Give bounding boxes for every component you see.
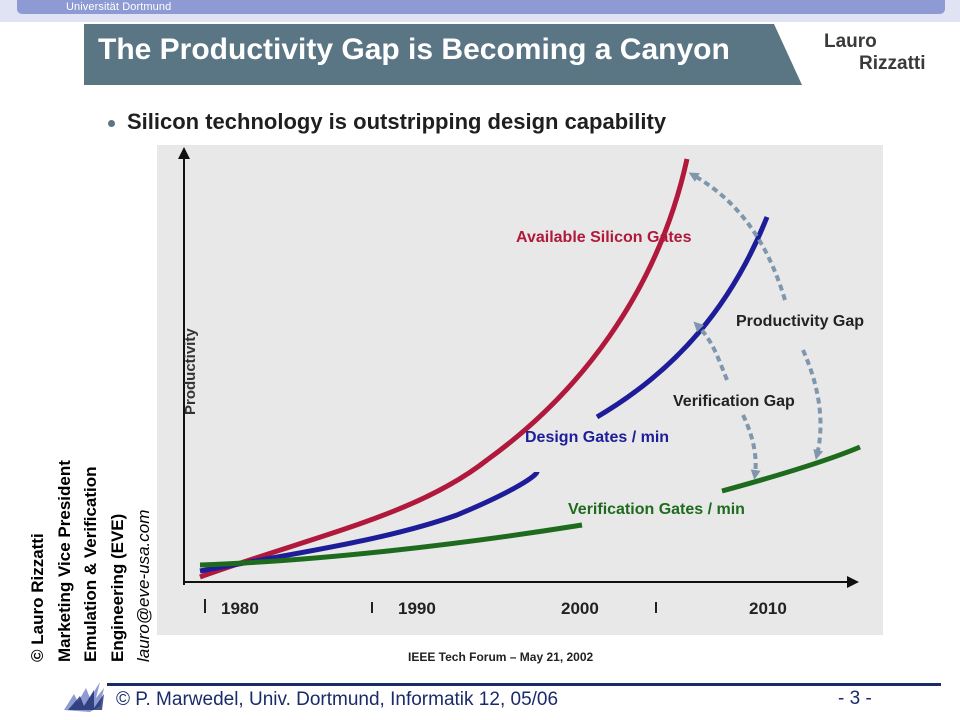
verification-gap-label: Verification Gap	[673, 393, 795, 410]
footer-copyright: © P. Marwedel, Univ. Dortmund, Informati…	[116, 689, 559, 710]
slide-title: The Productivity Gap is Becoming a Canyo…	[98, 33, 730, 66]
available-silicon-label: Available Silicon Gates	[516, 229, 692, 246]
verification-gates-curve-lower	[199, 522, 583, 568]
productivity-gap-label: Productivity Gap	[736, 313, 864, 330]
footer-rule	[107, 683, 941, 686]
credit-email: lauro@eve-usa.com	[134, 509, 153, 662]
title-banner: The Productivity Gap is Becoming a Canyo…	[84, 24, 802, 85]
productivity-gap-arrow-up	[688, 172, 787, 301]
bullet-dot	[108, 120, 115, 127]
forum-caption: IEEE Tech Forum – May 21, 2002	[408, 650, 594, 664]
credit-block: © Lauro Rizzatti Marketing Vice Presiden…	[25, 382, 155, 662]
author-first-name: Lauro	[824, 31, 877, 52]
credit-role: Marketing Vice President	[54, 460, 74, 662]
available-silicon-curve	[199, 158, 690, 580]
university-logo-icon	[64, 682, 104, 712]
productivity-gap-arrow-down	[801, 349, 824, 460]
credit-copyright: © Lauro Rizzatti	[28, 533, 47, 662]
top-bar-strip	[17, 0, 945, 14]
author-last-name: Rizzatti	[859, 53, 926, 74]
verification-gap-arrow-down	[741, 414, 761, 480]
design-gates-curve-upper	[595, 216, 770, 420]
verification-gates-curve-upper	[721, 444, 861, 494]
author-name: Lauro Rizzatti	[824, 31, 926, 75]
verification-gates-label: Verification Gates / min	[568, 501, 745, 518]
university-label: Universität Dortmund	[66, 1, 172, 13]
verification-gap-arrow-up	[693, 321, 729, 381]
x-tick-label-1990: 1990	[398, 599, 436, 618]
page-number: - 3 -	[838, 688, 872, 709]
top-bar: Universität Dortmund	[0, 0, 960, 22]
x-tick-label-2010: 2010	[749, 599, 787, 618]
chart-svg: Productivity 1980 1990 2000 2010 Availab…	[157, 145, 883, 635]
bullet-text: Silicon technology is outstripping desig…	[127, 109, 667, 134]
x-tick-label-1980: 1980	[221, 599, 259, 618]
design-gates-curve-lower	[199, 470, 540, 574]
productivity-gap-chart: Productivity 1980 1990 2000 2010 Availab…	[157, 145, 883, 640]
design-gates-label: Design Gates / min	[525, 429, 669, 446]
x-tick-label-2000: 2000	[561, 599, 599, 618]
credit-company-line2: Engineering (EVE)	[107, 513, 127, 662]
credit-company-line1: Emulation & Verification	[81, 466, 100, 662]
y-axis-label: Productivity	[182, 328, 199, 415]
title-banner-wedge	[774, 24, 802, 85]
